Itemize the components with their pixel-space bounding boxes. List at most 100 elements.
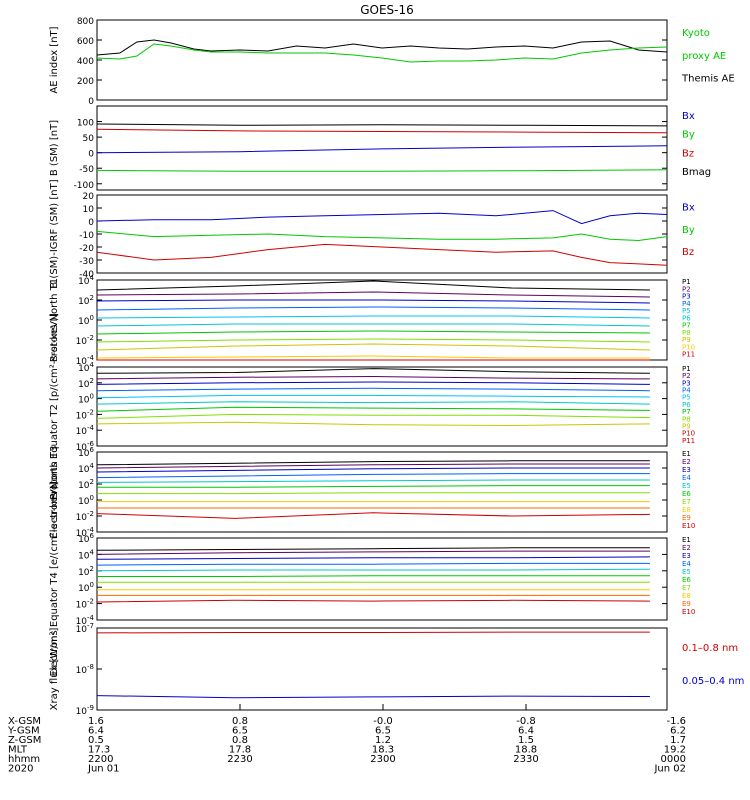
y-tick-label: 0 — [88, 218, 94, 228]
y-tick-label: 102 — [78, 377, 94, 390]
y-axis-label: Xray flux [W/m²] — [49, 628, 60, 711]
x-axis-value: 1.5 — [518, 735, 534, 746]
y-tick-label: 10-2 — [76, 598, 94, 611]
series-line-E6 — [97, 575, 650, 577]
series-line-E3 — [96, 556, 650, 560]
series-line-P5 — [96, 394, 650, 399]
y-tick-label: 100 — [78, 393, 94, 406]
y-tick-label: 100 — [78, 314, 94, 327]
series-line-P2 — [96, 291, 650, 298]
legend-entry: P8 — [682, 329, 691, 337]
legend-entry: E4 — [682, 560, 691, 568]
series-line-By — [96, 230, 668, 242]
y-axis-label: Electrons North T3 — [49, 445, 60, 538]
x-axis-row-label: Y-GSM — [7, 726, 40, 737]
x-axis-value: Jun 01 — [87, 764, 120, 775]
panel-frame — [96, 366, 668, 447]
y-axis-label: Protons Equator T2 [p/(cm²-s-sr-keV)] — [49, 313, 60, 500]
series-line-E7 — [97, 492, 650, 495]
x-axis-value: 6.5 — [232, 726, 248, 737]
series-line-E2 — [96, 550, 650, 555]
series-line-P6 — [96, 401, 650, 405]
x-axis-value: 6.4 — [518, 726, 534, 737]
y-tick-label: -50 — [79, 165, 94, 175]
panel-ae: 0 200 400 600 800 AE index [nT] Kyoto proxy AE T… — [49, 17, 735, 107]
legend-entry: P10 — [682, 343, 695, 351]
x-axis-value: 18.8 — [515, 745, 537, 756]
series-line-Bx — [96, 210, 668, 225]
legend-entry: P11 — [682, 437, 695, 445]
legend-entry: By — [682, 225, 695, 236]
legend-entry: P5 — [682, 394, 691, 402]
series-line-Kyoto proxy AE — [96, 43, 668, 63]
legend-entry: E3 — [682, 466, 691, 474]
legend-entry: E7 — [682, 584, 691, 592]
legend-entry: E2 — [682, 458, 691, 466]
y-tick-label: 10-2 — [76, 334, 94, 347]
legend-entry: E9 — [682, 600, 691, 608]
y-tick-label: 600 — [77, 37, 94, 47]
legend-entry: P7 — [682, 408, 691, 416]
legend-entry: P3 — [682, 293, 691, 301]
y-tick-label: 100 — [77, 119, 94, 129]
series-line-E4 — [96, 562, 650, 566]
x-axis-table: X-GSM 1.6 0.8 -0.0 -0.8 -1.6 Y-GSM 6.4 6.5 6.5 6.4… — [7, 704, 686, 775]
y-tick-label: 400 — [77, 57, 94, 67]
y-axis-label: AE index [nT] — [49, 26, 60, 93]
series-line-P3 — [96, 381, 650, 385]
x-axis-row-label: hhmm — [8, 754, 40, 765]
y-tick-label: -30 — [79, 257, 94, 267]
panel-frame — [96, 451, 668, 533]
x-axis-value: 19.2 — [664, 745, 686, 756]
series-line-E5 — [96, 568, 650, 572]
series-line-E1 — [96, 460, 650, 466]
y-tick-label: 10-2 — [76, 510, 94, 523]
x-axis-value: Jun 02 — [653, 764, 686, 775]
y-tick-label: 0 — [88, 97, 94, 107]
series-line-P6 — [96, 323, 650, 327]
legend-entry: P7 — [682, 322, 691, 330]
y-tick-label: 102 — [78, 294, 94, 307]
legend-entry: 0.05–0.4 nm — [682, 676, 744, 687]
legend-entry: P11 — [682, 351, 695, 359]
series-line-P8 — [96, 338, 650, 343]
legend-entry: P1 — [682, 365, 691, 373]
x-axis-row-label: Z-GSM — [8, 735, 41, 746]
legend-entry: E3 — [682, 552, 691, 560]
x-axis-row-label: X-GSM — [8, 716, 41, 727]
y-tick-label: -40 — [79, 270, 94, 280]
x-axis-value: 18.3 — [372, 745, 394, 756]
series-line-By — [96, 169, 668, 172]
legend-entry: Themis AE — [681, 74, 735, 85]
series-line-P9 — [96, 421, 650, 427]
legend-entry: P5 — [682, 307, 691, 315]
series-line-E10 — [96, 599, 650, 603]
series-line-Bmag — [96, 123, 668, 127]
series-line-P1 — [96, 280, 650, 291]
y-tick-label: 100 — [78, 581, 94, 594]
x-axis-value: 1.6 — [88, 716, 104, 727]
series-line-Bx — [96, 145, 668, 154]
legend-entry: P2 — [682, 285, 691, 293]
x-axis-value: -1.6 — [666, 716, 686, 727]
legend-entry: E5 — [682, 482, 691, 490]
series-line-P7 — [96, 330, 650, 335]
panel-frame — [96, 627, 668, 711]
series-line-E5 — [96, 479, 650, 483]
series-line-P4 — [96, 306, 650, 311]
series-line-E2 — [96, 463, 650, 469]
legend-entry: E7 — [682, 498, 691, 506]
legend-entry: E5 — [682, 568, 691, 576]
x-axis-value: 6.4 — [88, 726, 104, 737]
x-axis-value: 2230 — [227, 754, 252, 765]
y-tick-label: 200 — [77, 77, 94, 87]
legend-entry: Bz — [682, 247, 694, 258]
legend-entry: E8 — [682, 592, 691, 600]
legend-entry: Bmag — [682, 167, 711, 178]
x-axis-value: 0.8 — [232, 735, 248, 746]
x-axis-value: -0.0 — [373, 716, 393, 727]
